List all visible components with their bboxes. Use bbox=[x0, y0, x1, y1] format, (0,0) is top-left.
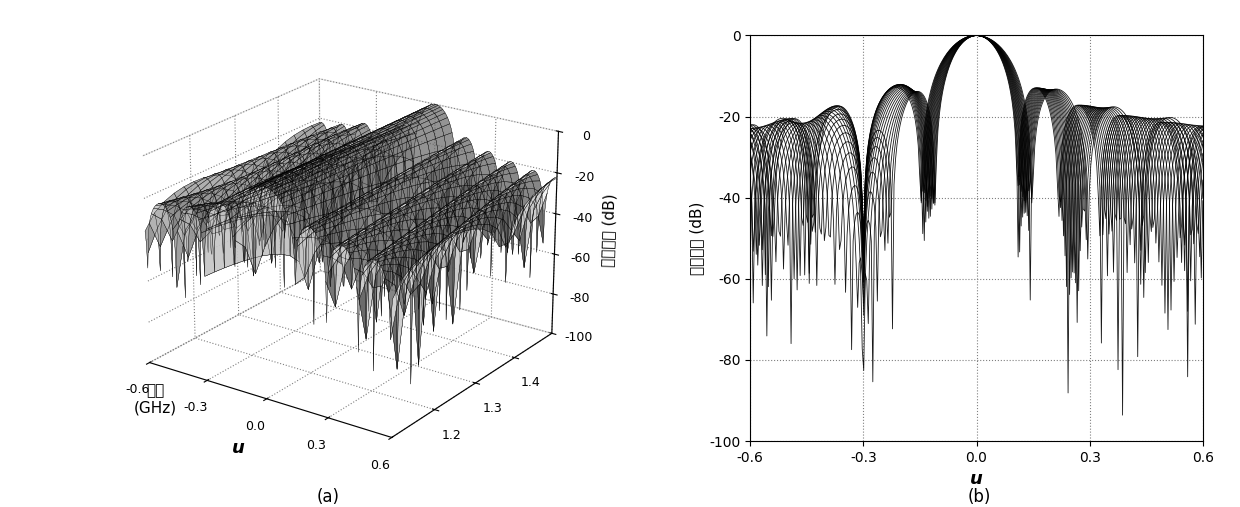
X-axis label: u: u bbox=[232, 440, 244, 457]
X-axis label: u: u bbox=[970, 470, 983, 488]
Text: (a): (a) bbox=[317, 488, 340, 506]
Y-axis label: 阵列增益 (dB): 阵列增益 (dB) bbox=[688, 202, 703, 275]
Text: 频率
(GHz): 频率 (GHz) bbox=[134, 383, 177, 416]
Text: (b): (b) bbox=[968, 488, 991, 506]
